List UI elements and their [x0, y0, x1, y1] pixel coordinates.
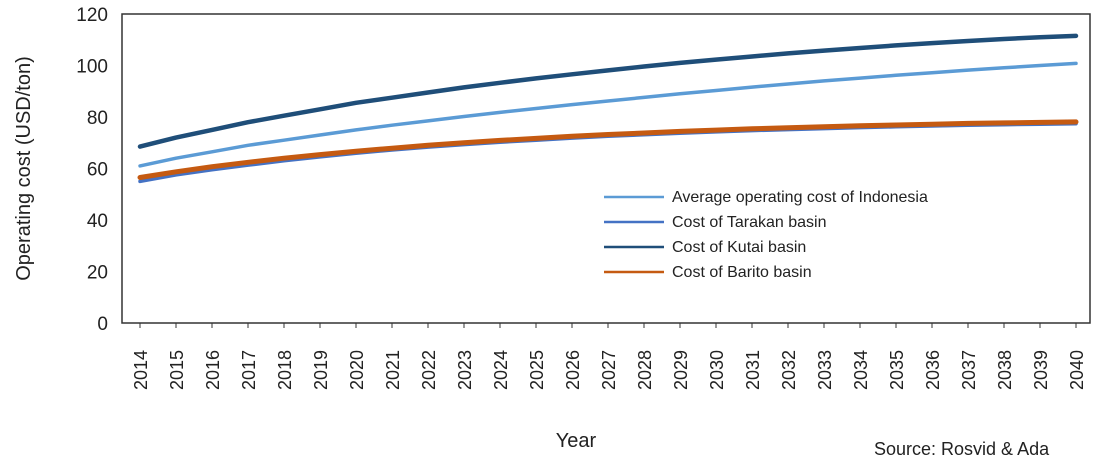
x-tick-label: 2038	[995, 350, 1015, 390]
y-tick-label: 0	[97, 314, 108, 335]
x-tick-label: 2026	[563, 350, 583, 390]
x-tick-label: 2018	[275, 350, 295, 390]
x-tick-label: 2016	[203, 350, 223, 390]
x-tick-label: 2033	[815, 350, 835, 390]
x-tick-label: 2028	[635, 350, 655, 390]
y-tick-label: 100	[76, 57, 108, 78]
series-line-4	[137, 119, 1079, 180]
x-tick-label: 2017	[239, 350, 259, 390]
x-tick-label: 2014	[131, 350, 151, 390]
x-tick-label: 2031	[743, 350, 763, 390]
y-tick-label: 120	[76, 5, 108, 26]
source-note: Source: Rosyid & Ada	[874, 439, 1050, 455]
y-tick-label: 80	[87, 108, 108, 129]
x-tick-label: 2035	[887, 350, 907, 390]
x-tick-label: 2040	[1067, 350, 1087, 390]
x-tick-label: 2039	[1031, 350, 1051, 390]
y-axis-title: Operating cost (USD/ton)	[13, 56, 35, 281]
legend-label: Cost of Tarakan basin	[672, 214, 826, 231]
series-line-3	[137, 33, 1079, 149]
y-tick-label: 20	[87, 263, 108, 284]
x-tick-label: 2030	[707, 350, 727, 390]
legend-label: Cost of Kutai basin	[672, 239, 806, 256]
legend-background	[594, 180, 1024, 298]
x-axis-title: Year	[556, 430, 597, 452]
x-tick-label: 2029	[671, 350, 691, 390]
series-line-1	[138, 61, 1078, 168]
plot-area-frame	[121, 13, 1091, 324]
x-tick-label: 2037	[959, 350, 979, 390]
x-tick-label: 2032	[779, 350, 799, 390]
x-tick-label: 2027	[599, 350, 619, 390]
x-tick-label: 2019	[311, 350, 331, 390]
legend-label: Cost of Barito basin	[672, 264, 812, 281]
y-tick-label: 40	[87, 211, 108, 232]
x-tick-label: 2021	[383, 350, 403, 390]
x-tick-label: 2020	[347, 350, 367, 390]
y-tick-label: 60	[87, 160, 108, 181]
x-tick-label: 2025	[527, 350, 547, 390]
x-tick-label: 2034	[851, 350, 871, 390]
legend-label: Average operating cost of Indonesia	[672, 189, 928, 206]
x-tick-label: 2022	[419, 350, 439, 390]
x-tick-label: 2024	[491, 350, 511, 390]
legend: Average operating cost of Indonesia Cost …	[594, 180, 1024, 298]
x-tick-label: 2015	[167, 350, 187, 390]
x-tick-label: 2036	[923, 350, 943, 390]
x-tick-label: 2023	[455, 350, 475, 390]
